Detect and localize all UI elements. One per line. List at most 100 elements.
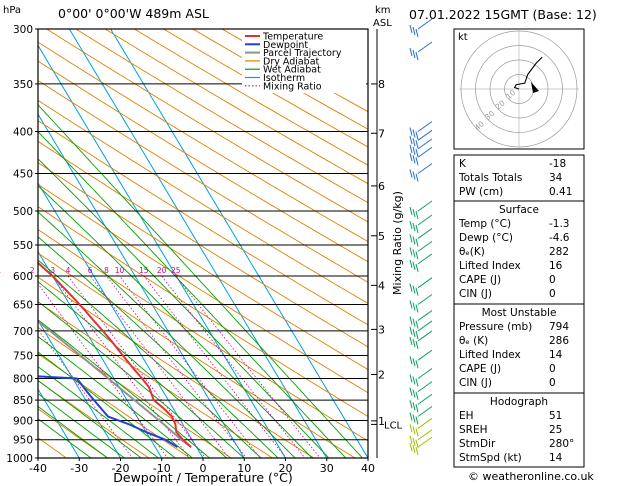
mixing-ratio-label: 3: [50, 266, 55, 275]
index-hodograph-label: EH: [459, 410, 474, 422]
height-unit-asl-label: ASL: [373, 18, 392, 29]
wind-barb-flag: [412, 328, 416, 338]
isotherm-line: [38, 182, 204, 458]
copyright-footer: © weatheronline.co.uk: [468, 470, 594, 483]
wind-barb-flag: [415, 320, 419, 329]
wet-adiabat-line: [38, 236, 279, 458]
x-tick-label: 40: [361, 462, 375, 475]
height-tick-label: 3: [378, 323, 385, 336]
wet-adiabat-line: [38, 104, 364, 458]
wind-barb-flag: [412, 26, 416, 36]
wind-barb-flag: [412, 49, 416, 59]
wind-barb-flag: [412, 129, 416, 138]
wind-barb-flag: [409, 169, 413, 178]
wind-barb-flag: [415, 330, 419, 340]
wet-adiabat-line: [38, 211, 296, 458]
dry-adiabat-line: [38, 380, 150, 458]
wind-barb-shaft: [417, 406, 433, 417]
pressure-axis-ticks: 300 350 400 450 500 550 600 650 700 750 800 850 900 9…: [6, 24, 38, 465]
wind-barb-flag: [412, 261, 416, 271]
index-unstable-value: 0: [549, 363, 556, 375]
height-tick-label: 4: [378, 279, 385, 292]
wind-barb-flag: [409, 47, 413, 57]
indices-panel: K -18 Totals Totals 34 PW (cm) 0.41 Surface Tem…: [453, 154, 585, 468]
dry-adiabat-line: [133, 29, 368, 166]
index-surface-label: CIN (J): [459, 288, 492, 300]
index-unstable-label: CAPE (J): [459, 363, 501, 375]
pressure-tick-label: 1000: [6, 453, 33, 465]
wind-barb-flag: [415, 404, 419, 413]
wind-barb-flag: [412, 285, 416, 294]
legend-label: Mixing Ratio: [263, 81, 322, 92]
pressure-unit-label: hPa: [3, 5, 21, 16]
index-basic-value: 34: [549, 172, 563, 184]
wind-barb-flag: [409, 127, 413, 136]
wind-barb-flag: [409, 326, 413, 336]
wet-adiabat-line: [38, 405, 109, 458]
wind-barb-flag: [415, 51, 419, 61]
wind-barb-flag: [415, 148, 419, 158]
wind-barb-shaft: [417, 277, 433, 289]
mixing-ratio-line: [52, 275, 190, 458]
wind-barb-flag: [415, 360, 419, 369]
index-hodograph-value: 25: [549, 424, 562, 436]
wind-barb-flag: [412, 338, 416, 348]
pressure-tick-label: 600: [13, 271, 33, 283]
legend-label: Dewpoint: [263, 40, 308, 51]
wind-barb-shaft: [417, 121, 433, 132]
isotherm-line: [110, 29, 368, 458]
legend-label: Wet Adiabat: [263, 65, 321, 76]
most-unstable-section-title: Most Unstable: [482, 307, 557, 319]
x-tick-label: -40: [29, 462, 47, 475]
pressure-tick-label: 900: [13, 415, 33, 427]
x-tick-label: 20: [279, 462, 293, 475]
index-surface-value: -4.6: [549, 232, 570, 244]
index-surface-value: 16: [549, 260, 563, 272]
index-unstable-value: 286: [549, 335, 569, 347]
wind-barb-flag: [409, 247, 413, 256]
index-basic-value: 0.41: [549, 186, 572, 198]
dry-adiabat-line: [75, 29, 368, 204]
wind-barb-flag: [412, 389, 416, 398]
wind-barb-flag: [409, 283, 413, 292]
pressure-tick-label: 800: [13, 373, 33, 385]
wind-barb-flag: [412, 426, 416, 435]
dry-adiabat-line: [38, 41, 368, 243]
x-tick-label: -10: [153, 462, 171, 475]
wind-barb-flag: [415, 439, 419, 448]
wind-barb-flag: [415, 428, 419, 437]
wet-adiabat-line: [38, 259, 262, 458]
wind-barb-flag: [409, 387, 413, 396]
pressure-tick-label: 650: [13, 300, 33, 312]
wind-barb-shaft: [417, 129, 433, 141]
mixing-ratio-label: 6: [88, 266, 93, 275]
legend-label: Isotherm: [263, 73, 305, 84]
wind-barb-shaft: [417, 146, 433, 158]
wind-barb-flag: [412, 318, 416, 327]
mixing-ratio-label: 15: [139, 266, 149, 275]
wind-barb-flag: [415, 378, 419, 387]
wind-barb-flag: [409, 443, 413, 452]
wind-barb-shaft: [417, 429, 433, 441]
wind-barb-flag: [412, 437, 416, 446]
index-hodograph-label: SREH: [459, 424, 488, 436]
dry-adiabat-line: [191, 29, 368, 130]
wind-barb-shaft: [417, 18, 433, 30]
index-unstable-label: Pressure (mb): [459, 321, 532, 333]
pressure-tick-label: 450: [13, 168, 33, 180]
wind-barb-shaft: [417, 253, 433, 265]
wind-barb-shaft: [417, 417, 433, 429]
wind-barb-flag: [412, 414, 416, 423]
height-axis-ticks: 8 7 6 5 4 3 2 1 LCL: [371, 78, 403, 431]
height-tick-label: 5: [378, 230, 385, 243]
wind-barb-shaft: [417, 330, 433, 342]
station-location-title: 0°00' 0°00'W 489m ASL: [58, 6, 209, 21]
legend-label: Parcel Trajectory: [263, 48, 342, 59]
pressure-tick-label: 400: [13, 127, 33, 139]
dry-adiabat-line: [38, 60, 368, 263]
dry-adiabat-line: [38, 408, 109, 458]
wind-barb-shaft: [417, 310, 433, 321]
wind-barb-flag: [409, 300, 413, 309]
wind-barb-shaft: [417, 41, 433, 53]
